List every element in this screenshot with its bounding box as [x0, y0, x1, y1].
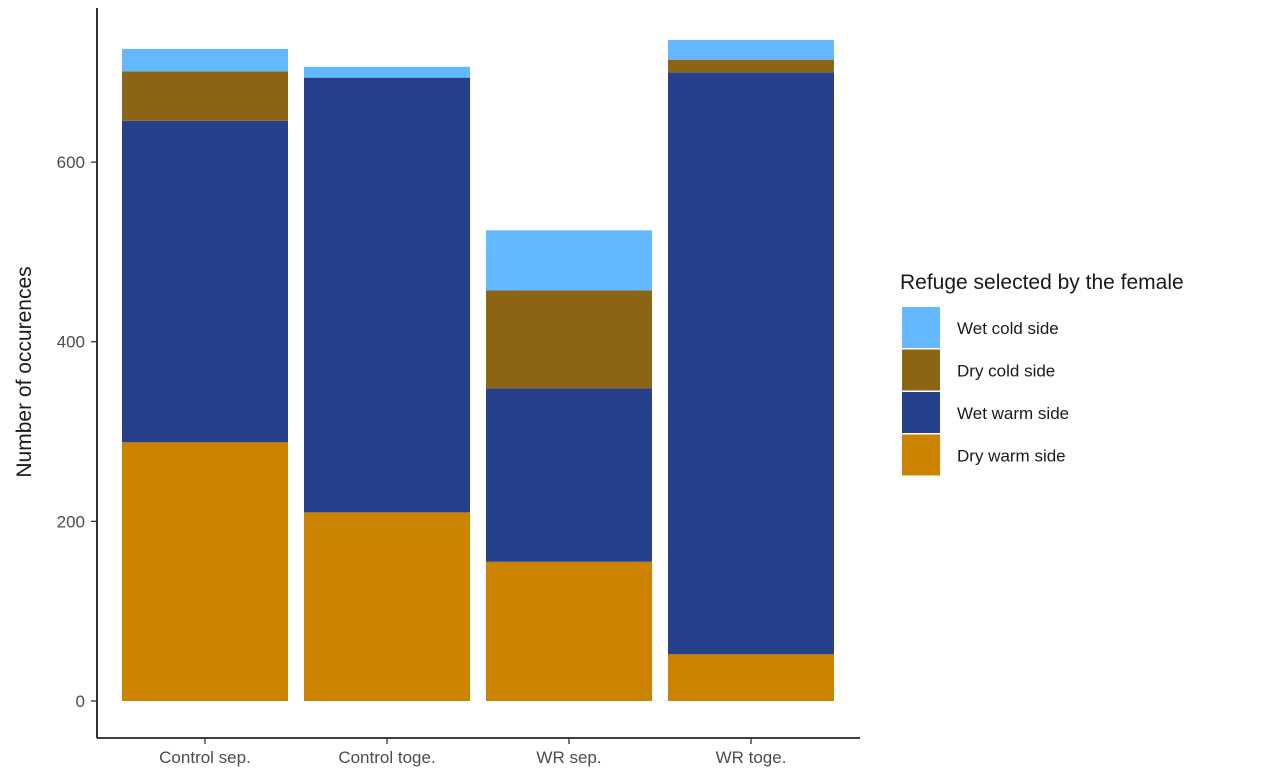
legend-label-dry-cold-side: Dry cold side	[957, 362, 1055, 381]
bar-segment-wr-sep-dry-cold-side	[486, 290, 652, 389]
legend: Refuge selected by the female Wet cold s…	[900, 271, 1184, 476]
bar-segment-control-sep-dry-warm-side	[122, 442, 288, 701]
bar-segment-control-toge-wet-cold-side	[304, 66, 470, 78]
legend-label-wet-cold-side: Wet cold side	[957, 319, 1059, 338]
legend-swatch-dry-warm-side	[902, 434, 940, 476]
x-axis-ticks: Control sep. Control toge. WR sep. WR toge.	[159, 738, 786, 767]
x-tick-label: Control sep.	[159, 748, 251, 767]
bar-segment-control-toge-wet-warm-side	[304, 77, 470, 513]
legend-label-wet-warm-side: Wet warm side	[957, 404, 1069, 423]
y-tick-label: 0	[76, 692, 85, 711]
legend-title: Refuge selected by the female	[900, 271, 1184, 294]
bar-segment-wr-toge-wet-cold-side	[668, 39, 834, 60]
bar-segment-wr-sep-wet-cold-side	[486, 230, 652, 291]
y-axis-ticks: 0 200 400 600	[57, 153, 97, 711]
bar-segment-control-sep-dry-cold-side	[122, 71, 288, 121]
bars-group	[122, 39, 834, 701]
y-tick-label: 200	[57, 512, 85, 531]
legend-swatch-wet-cold-side	[902, 307, 940, 348]
legend-swatch-dry-cold-side	[902, 349, 940, 391]
bar-segment-control-sep-wet-cold-side	[122, 48, 288, 72]
legend-swatch-wet-warm-side	[902, 392, 940, 433]
bar-segment-wr-sep-dry-warm-side	[486, 561, 652, 701]
bar-segment-wr-sep-wet-warm-side	[486, 388, 652, 562]
y-axis-title: Number of occurences	[13, 266, 36, 477]
bar-segment-control-toge-dry-warm-side	[304, 512, 470, 701]
bar-segment-wr-toge-dry-cold-side	[668, 59, 834, 73]
x-tick-label: WR sep.	[536, 748, 601, 767]
bar-segment-control-sep-wet-warm-side	[122, 120, 288, 443]
x-tick-label: WR toge.	[716, 748, 787, 767]
legend-label-dry-warm-side: Dry warm side	[957, 447, 1066, 466]
y-tick-label: 600	[57, 153, 85, 172]
y-tick-label: 400	[57, 333, 85, 352]
bar-segment-wr-toge-wet-warm-side	[668, 72, 834, 655]
x-tick-label: Control toge.	[338, 748, 435, 767]
bar-segment-wr-toge-dry-warm-side	[668, 654, 834, 701]
